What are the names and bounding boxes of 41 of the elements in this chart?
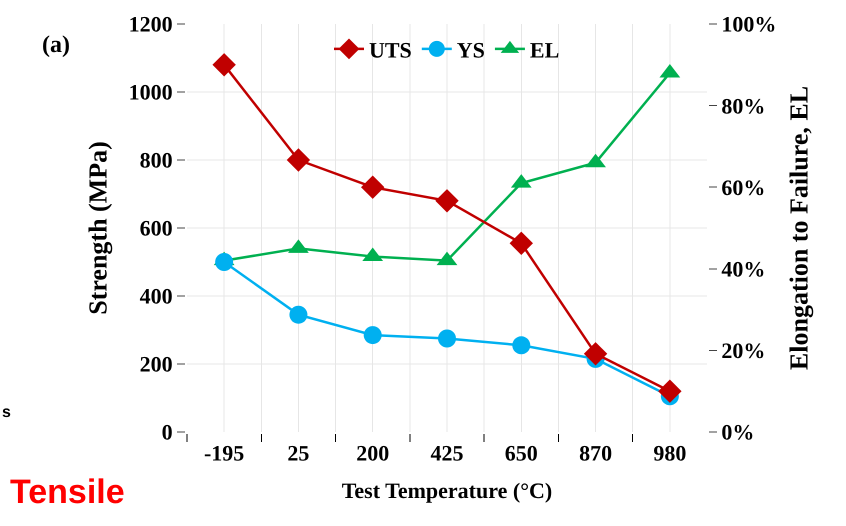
y-tick-label: 600 [140,216,173,241]
point [212,53,236,76]
x-tick-label: 870 [579,440,612,466]
y-tick-label: 400 [140,284,173,309]
y-tick-label: 800 [140,148,173,173]
x-tick-label: 650 [504,440,538,466]
y2-tick-label: 80% [721,93,766,118]
y2-tick-label: 100% [721,12,776,37]
x-tick-label: -195 [204,440,244,466]
x-tick-label: 25 [287,440,310,466]
point [658,380,682,403]
y-tick-label: 1000 [128,80,173,105]
point [361,176,384,199]
point [510,232,533,255]
y-tick-label: 200 [140,352,173,377]
text: s [2,404,11,421]
x-axis-title: Test Temperature (°C) [342,478,552,503]
y-tick-label: 0 [162,420,173,445]
x-tick-label: 425 [430,440,464,466]
point [438,330,456,348]
y2-tick-label: 0% [721,420,754,445]
legend-label: YS [456,37,485,62]
y2-tick-label: 40% [721,256,766,282]
text: Tensile [10,473,125,511]
point [215,253,234,271]
y2-axis-title: Elongation to Failure, EL [784,86,814,370]
point [512,336,530,354]
point [289,306,308,324]
point [364,326,382,344]
legend-label: UTS [369,37,412,62]
legend-label: EL [530,37,560,62]
x-tick-label: 980 [653,440,686,466]
text: (a) [42,32,70,58]
y-tick-label: 1200 [128,12,173,37]
point [286,148,310,172]
y2-tick-label: 20% [721,338,766,364]
point [435,189,459,212]
point [584,342,608,366]
y2-tick-label: 60% [721,174,766,200]
y-axis-title: Strength (MPa) [84,141,112,315]
x-tick-label: 200 [356,440,390,466]
